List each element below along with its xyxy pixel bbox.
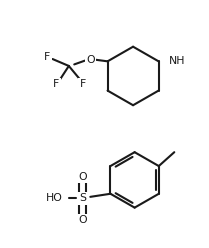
Text: O: O [78,215,87,225]
Text: F: F [53,79,60,90]
Text: F: F [44,52,50,62]
Text: O: O [86,55,95,65]
Text: O: O [78,172,87,182]
Text: HO: HO [46,193,62,203]
Text: NH: NH [169,56,185,66]
Text: F: F [80,79,86,90]
Text: S: S [79,193,86,203]
